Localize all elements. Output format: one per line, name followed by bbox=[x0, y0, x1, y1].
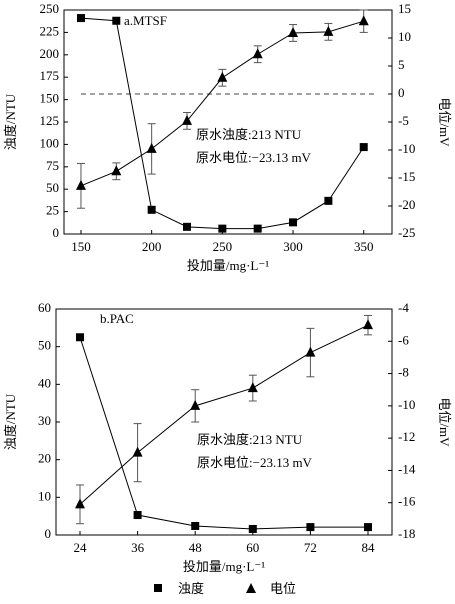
y2-axis-label: 电位/mV bbox=[437, 97, 452, 147]
annotation: 原水电位:−23.13 mV bbox=[196, 150, 312, 165]
y2-tick-label: -14 bbox=[398, 461, 416, 476]
y-tick-label: 50 bbox=[38, 338, 51, 353]
plot-frame bbox=[63, 9, 393, 235]
y-tick-label: 125 bbox=[40, 113, 60, 128]
marker bbox=[217, 71, 228, 82]
marker bbox=[305, 346, 316, 357]
x-tick-label: 350 bbox=[354, 239, 374, 254]
marker bbox=[111, 165, 122, 176]
x-tick-label: 60 bbox=[246, 540, 259, 555]
y2-tick-label: -18 bbox=[398, 526, 415, 541]
marker bbox=[183, 222, 191, 231]
marker bbox=[133, 511, 142, 520]
y2-tick-label: 0 bbox=[398, 85, 405, 100]
marker bbox=[288, 26, 299, 37]
x-tick-label: 24 bbox=[74, 540, 88, 555]
x-tick-label: 150 bbox=[71, 239, 91, 254]
y-tick-label: 60 bbox=[38, 300, 51, 315]
panel-title: a.MTSF bbox=[124, 13, 167, 28]
annotation: 原水电位:−23.13 mV bbox=[197, 455, 313, 470]
marker bbox=[182, 114, 192, 125]
annotation: 原水浊度:213 NTU bbox=[196, 127, 302, 142]
legend-marker bbox=[154, 584, 162, 592]
x-tick-label: 200 bbox=[142, 239, 162, 254]
marker bbox=[289, 218, 298, 227]
y-tick-label: 50 bbox=[46, 180, 59, 195]
marker bbox=[364, 523, 372, 532]
x-tick-label: 84 bbox=[362, 540, 376, 555]
marker bbox=[76, 14, 85, 23]
x-tick-label: 36 bbox=[131, 540, 145, 555]
y-tick-label: 0 bbox=[45, 526, 52, 541]
y2-tick-label: -16 bbox=[398, 494, 416, 509]
y-tick-label: 75 bbox=[46, 158, 59, 173]
marker bbox=[190, 399, 201, 410]
y2-tick-label: -15 bbox=[398, 169, 415, 184]
annotation: 原水浊度:213 NTU bbox=[197, 432, 303, 447]
y2-tick-label: -10 bbox=[398, 397, 415, 412]
marker bbox=[191, 521, 200, 530]
y2-tick-label: -5 bbox=[398, 113, 409, 128]
y2-tick-label: -8 bbox=[398, 365, 409, 380]
marker bbox=[132, 446, 143, 457]
marker bbox=[324, 196, 333, 205]
y-tick-label: 0 bbox=[53, 225, 60, 240]
marker bbox=[75, 179, 86, 190]
x-tick-label: 48 bbox=[189, 540, 202, 555]
y2-tick-label: 15 bbox=[398, 1, 411, 16]
y2-tick-label: 5 bbox=[398, 57, 405, 72]
y2-tick-label: -4 bbox=[398, 300, 409, 315]
marker bbox=[76, 333, 84, 342]
marker bbox=[359, 143, 368, 152]
x-axis-label: 投加量/mg·L⁻¹ bbox=[187, 258, 269, 273]
y-axis-label: 浊度/NTU bbox=[3, 393, 18, 450]
x-tick-label: 300 bbox=[283, 239, 303, 254]
marker bbox=[363, 319, 373, 330]
marker bbox=[323, 25, 334, 36]
marker bbox=[306, 523, 315, 532]
y-tick-label: 20 bbox=[38, 451, 51, 466]
y-tick-label: 250 bbox=[40, 1, 60, 16]
y-tick-label: 25 bbox=[46, 203, 59, 218]
y2-tick-label: 10 bbox=[398, 29, 411, 44]
legend-label: 浊度 bbox=[178, 581, 204, 596]
y-tick-label: 225 bbox=[40, 23, 60, 38]
marker bbox=[252, 48, 263, 59]
plot-frame bbox=[55, 308, 393, 536]
y2-axis-label: 电位/mV bbox=[437, 397, 452, 447]
marker bbox=[248, 524, 257, 533]
marker bbox=[253, 224, 262, 233]
series-line bbox=[80, 17, 365, 230]
marker bbox=[358, 15, 369, 26]
y-tick-label: 175 bbox=[40, 68, 60, 83]
y-tick-label: 200 bbox=[40, 46, 60, 61]
y-tick-label: 10 bbox=[38, 488, 51, 503]
panel-title: b.PAC bbox=[100, 311, 134, 326]
x-tick-label: 250 bbox=[213, 239, 233, 254]
y-tick-label: 100 bbox=[40, 135, 60, 150]
y2-tick-label: -25 bbox=[398, 225, 415, 240]
marker bbox=[112, 16, 121, 25]
series-line bbox=[79, 337, 368, 530]
series-line bbox=[79, 324, 369, 505]
marker bbox=[146, 142, 157, 153]
y-tick-label: 40 bbox=[38, 375, 51, 390]
marker bbox=[247, 382, 258, 393]
y2-tick-label: -6 bbox=[398, 332, 409, 347]
marker bbox=[218, 224, 227, 233]
legend-marker bbox=[246, 583, 256, 593]
y2-tick-label: -20 bbox=[398, 197, 415, 212]
marker bbox=[75, 498, 85, 509]
y2-tick-label: -12 bbox=[398, 429, 415, 444]
y2-tick-label: -10 bbox=[398, 141, 415, 156]
marker bbox=[147, 205, 156, 214]
x-tick-label: 72 bbox=[304, 540, 317, 555]
y-axis-label: 浊度/NTU bbox=[3, 93, 18, 150]
legend-label: 电位 bbox=[270, 581, 296, 596]
y-tick-label: 150 bbox=[40, 91, 60, 106]
y-tick-label: 30 bbox=[38, 413, 51, 428]
x-axis-label: 投加量/mg·L⁻¹ bbox=[183, 559, 265, 574]
